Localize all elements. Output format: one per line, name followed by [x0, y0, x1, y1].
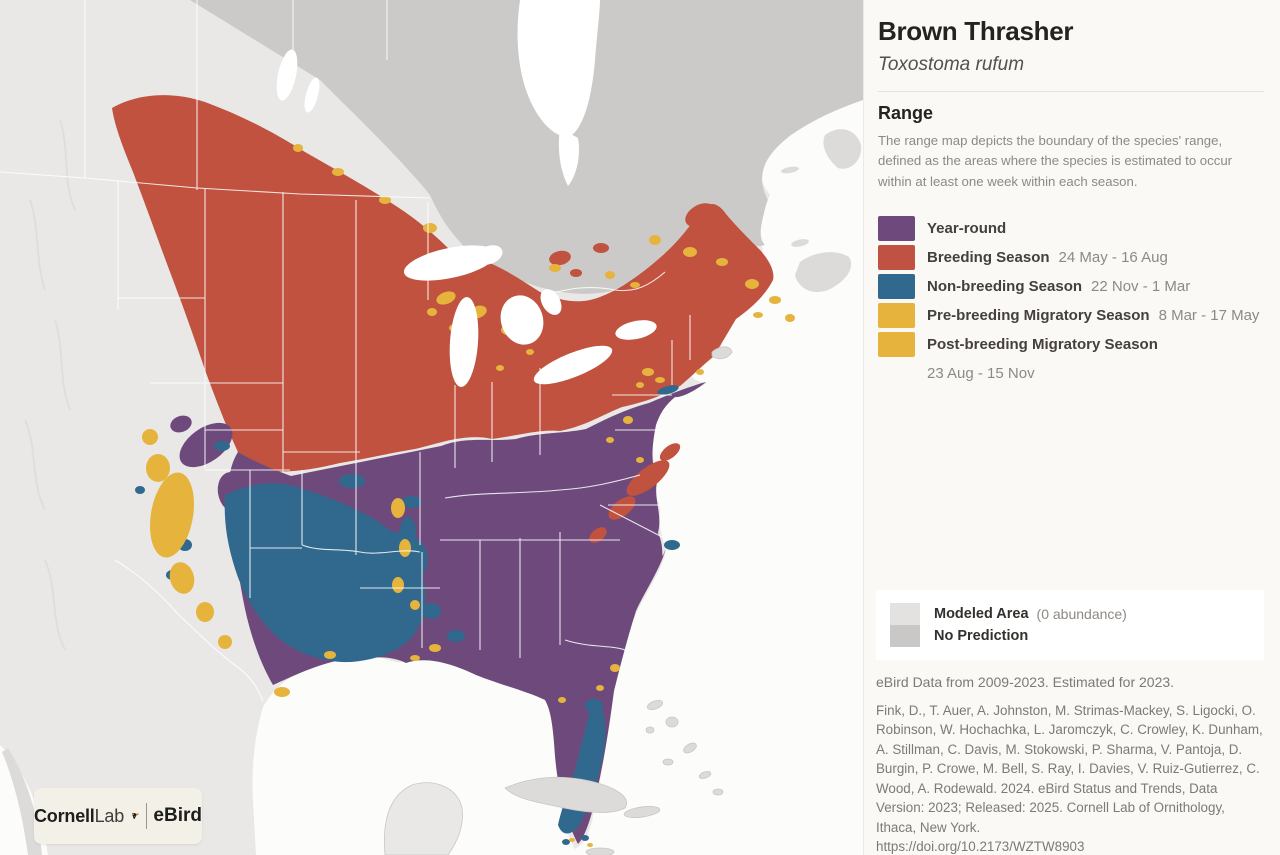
cornell-lab-ebird-logo[interactable]: CornellLab eBird — [34, 788, 202, 844]
breeding-swatch — [878, 244, 915, 270]
sapsucker-bird-icon — [132, 812, 139, 820]
doi-link[interactable]: https://doi.org/10.2173/WZTW8903 — [876, 839, 1085, 855]
info-panel: Brown Thrasher Toxostoma rufum Range The… — [863, 0, 1280, 855]
legend-item-year-round: Year-round — [878, 215, 1264, 241]
great-lakes — [403, 245, 657, 387]
post-breeding-swatch — [878, 331, 915, 357]
area-labels: Modeled Area (0 abundance) No Prediction — [934, 603, 1127, 647]
terrain-shading — [24, 119, 76, 651]
islands — [384, 346, 733, 855]
state-borders — [0, 0, 691, 702]
modeled-area-row: Modeled Area (0 abundance) — [934, 606, 1127, 622]
area-swatches — [890, 603, 920, 647]
breeding-patches — [549, 203, 764, 277]
pre-breeding-swatch — [878, 302, 915, 328]
legend-item-post-breeding: Post-breeding Migratory Season — [878, 331, 1264, 357]
modeled-area-swatch — [890, 603, 920, 625]
scientific-name: Toxostoma rufum — [878, 54, 1025, 75]
panel-bottom: Modeled Area (0 abundance) No Prediction… — [876, 590, 1264, 855]
data-note: eBird Data from 2009-2023. Estimated for… — [876, 674, 1175, 690]
legend-item-pre-breeding: Pre-breeding Migratory Season 8 Mar - 17… — [878, 302, 1264, 328]
ebird-wordmark: eBird — [153, 805, 202, 826]
citation: Fink, D., T. Auer, A. Johnston, M. Strim… — [876, 703, 1263, 835]
gulf-of-st-lawrence — [763, 129, 863, 293]
divider — [878, 91, 1264, 92]
breeding-region — [112, 95, 774, 472]
hudson-bay — [276, 0, 600, 186]
species-title: Brown Thrasher — [878, 16, 1074, 46]
year-round-swatch — [878, 215, 915, 241]
no-prediction-row: No Prediction — [934, 628, 1029, 644]
migration-region — [142, 144, 795, 847]
range-map-canvas — [0, 0, 863, 855]
legend-item-non-breeding: Non-breeding Season 22 Nov - 1 Mar — [878, 273, 1264, 299]
legend-item-breeding: Breeding Season 24 May - 16 Aug — [878, 244, 1264, 270]
range-section-title: Range — [878, 103, 934, 123]
post-breeding-dates: 23 Aug - 15 Nov — [927, 364, 1035, 382]
season-legend: Year-round Breeding Season 24 May - 16 A… — [878, 215, 1264, 386]
area-legend: Modeled Area (0 abundance) No Prediction — [876, 590, 1264, 660]
cornell-lab-wordmark: CornellLab — [34, 805, 125, 826]
range-map[interactable]: CornellLab eBird — [0, 0, 863, 855]
range-description: The range map depicts the boundary of th… — [878, 133, 1233, 189]
non-breeding-swatch — [878, 273, 915, 299]
breeding-appalachian-patches — [589, 443, 681, 543]
non-breeding-region — [135, 385, 680, 845]
no-prediction-swatch — [890, 625, 920, 647]
